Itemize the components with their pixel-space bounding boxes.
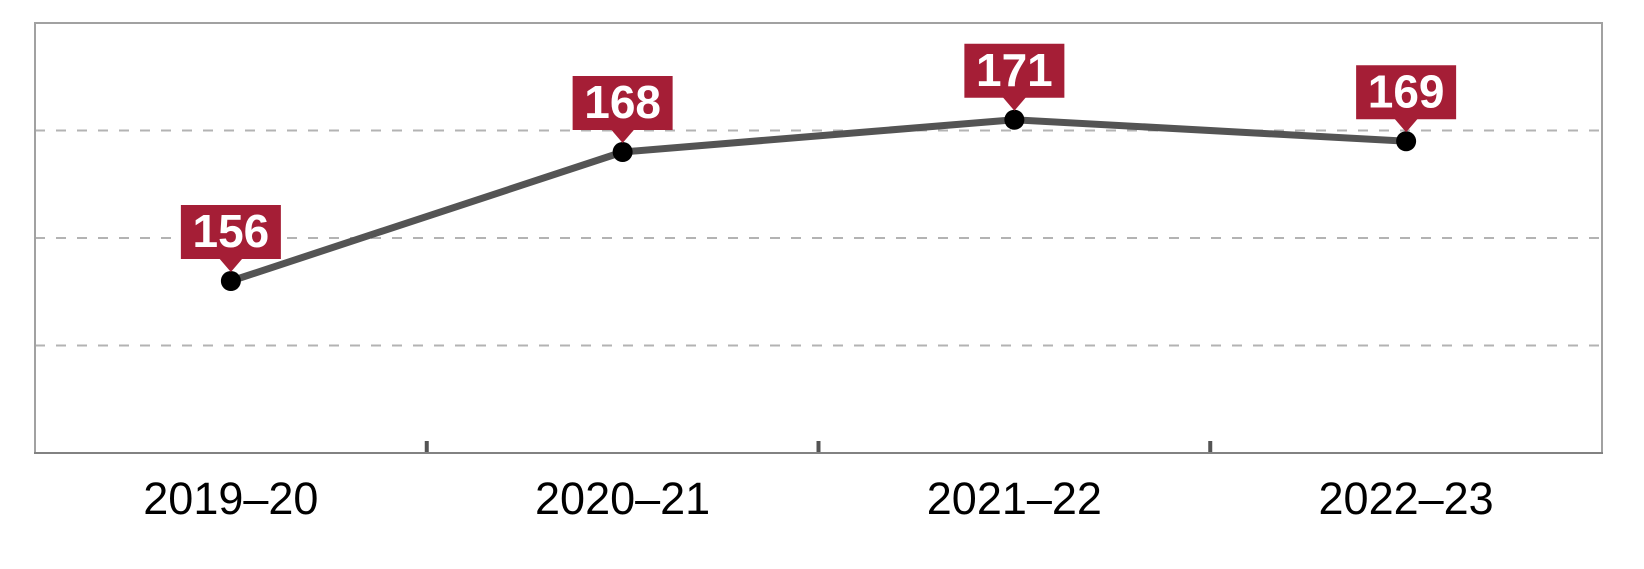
data-label-value: 169 bbox=[1368, 65, 1445, 117]
data-point-marker bbox=[1396, 131, 1417, 152]
x-axis-tick-label: 2019–20 bbox=[143, 473, 318, 524]
data-label-callout: 156 bbox=[180, 205, 281, 272]
data-label-value: 168 bbox=[584, 76, 661, 128]
trend-line bbox=[227, 116, 1410, 285]
data-point-marker bbox=[1004, 109, 1025, 130]
data-point-marker bbox=[220, 271, 241, 291]
data-label-callout: 171 bbox=[964, 43, 1065, 111]
data-label-pointer bbox=[610, 129, 635, 143]
data-label-box bbox=[572, 76, 673, 130]
data-label-pointer bbox=[218, 258, 243, 272]
data-label-pointer bbox=[1394, 118, 1419, 133]
data-label-callout: 169 bbox=[1356, 65, 1457, 133]
x-axis-tick-label: 2020–21 bbox=[535, 473, 710, 524]
data-label-pointer bbox=[1002, 96, 1027, 111]
x-axis-tick-label: 2021–22 bbox=[927, 473, 1102, 524]
data-label-box bbox=[1356, 65, 1457, 120]
x-axis-tick-label: 2022–23 bbox=[1319, 473, 1494, 524]
data-label-value: 156 bbox=[193, 205, 270, 257]
data-label-value: 171 bbox=[976, 44, 1053, 96]
data-point-marker bbox=[612, 142, 633, 162]
data-label-box bbox=[180, 205, 281, 259]
data-label-callout: 168 bbox=[572, 76, 673, 143]
data-label-box bbox=[964, 43, 1065, 98]
